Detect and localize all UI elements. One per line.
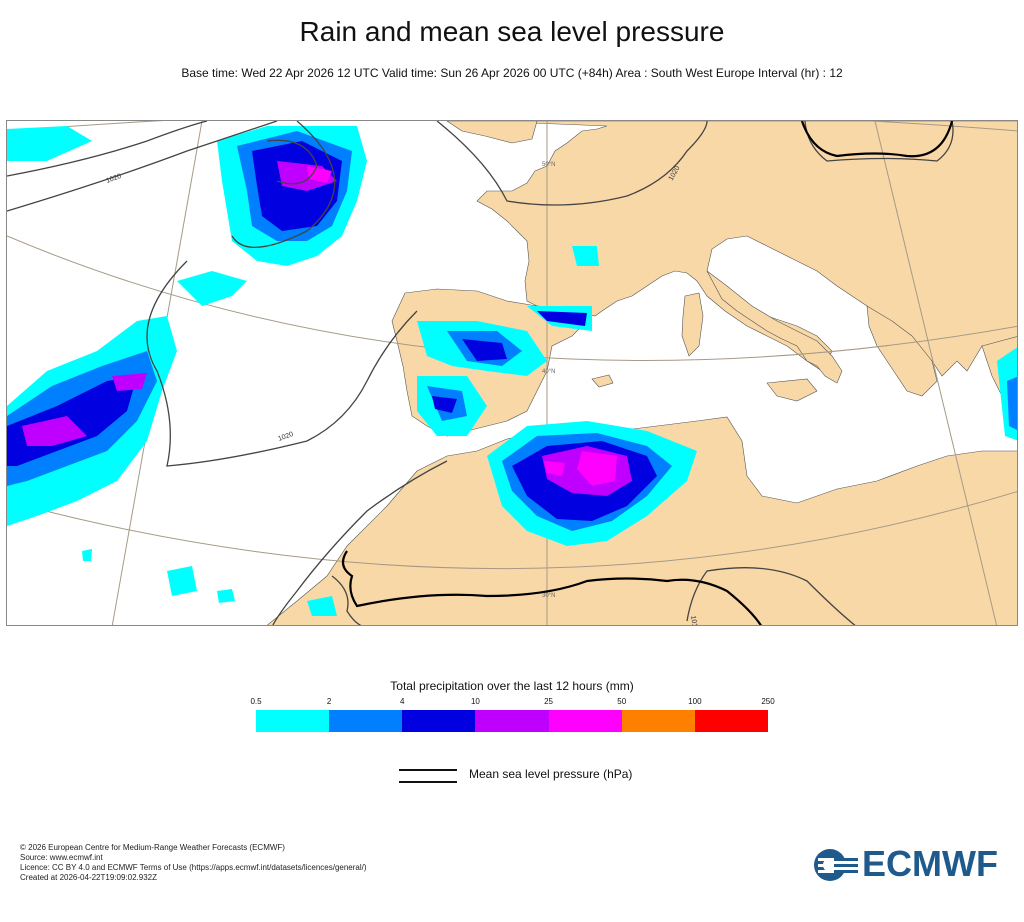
graticule-label-40n: 40°N [542, 369, 555, 375]
land-britain [446, 121, 538, 144]
footer-copyright: © 2026 European Centre for Medium-Range … [20, 843, 285, 852]
colorbar-swatch [256, 710, 330, 732]
colorbar-ticks: 0.5 2 4 10 25 50 100 250 [250, 697, 774, 709]
map-canvas: 50°N 40°N 30°N [7, 121, 1017, 626]
pressure-line-swatch [399, 769, 457, 783]
graticule-label-30n: 30°N [542, 593, 555, 599]
pressure-line-legend: Mean sea level pressure (hPa) [399, 766, 699, 786]
colorbar-tick: 100 [688, 697, 702, 706]
pressure-line-label: Mean sea level pressure (hPa) [469, 767, 633, 781]
map-subtitle: Base time: Wed 22 Apr 2026 12 UTC Valid … [181, 66, 843, 80]
isobar-label: 1020 [105, 173, 122, 185]
colorbar-tick: 25 [544, 697, 554, 706]
thick-boundary-layer [341, 121, 954, 625]
land-layer [266, 121, 1017, 625]
colorbar-tick: 4 [400, 697, 405, 706]
ecmwf-logo-mark-icon [814, 849, 858, 881]
graticule [7, 121, 1017, 625]
footer-created: Created at 2026-04-22T19:09:02.932Z [20, 873, 157, 882]
colorbar-swatch [402, 710, 476, 732]
footer-credits: © 2026 European Centre for Medium-Range … [20, 843, 367, 883]
legend-title: Total precipitation over the last 12 hou… [390, 679, 634, 693]
colorbar-tick: 250 [761, 697, 775, 706]
colorbar-swatch [475, 710, 549, 732]
map-title: Rain and mean sea level pressure [299, 16, 725, 47]
land-italy [706, 270, 843, 384]
isobar-label: 1010 [689, 615, 699, 626]
precipitation-colorbar [256, 710, 768, 732]
colorbar-tick: 0.5 [250, 697, 262, 706]
ecmwf-logo[interactable]: ECMWF [812, 843, 1012, 885]
graticule-label-50n: 50°N [542, 162, 555, 168]
isobar-layer [7, 121, 954, 625]
footer-source: Source: www.ecmwf.int [20, 853, 103, 862]
isobar-label: 1020 [277, 431, 294, 443]
footer-licence: Licence: CC BY 4.0 and ECMWF Terms of Us… [20, 863, 367, 872]
land-sardinia [681, 292, 704, 357]
colorbar-swatch [694, 710, 768, 732]
colorbar-swatch [548, 710, 622, 732]
land-sicily [766, 378, 818, 402]
colorbar-tick: 50 [617, 697, 627, 706]
land-greece [866, 305, 938, 397]
land-north-africa [266, 416, 1017, 625]
colorbar-swatch [621, 710, 695, 732]
colorbar-tick: 2 [326, 697, 332, 706]
colorbar-tick: 10 [470, 697, 480, 706]
ecmwf-logo-text: ECMWF [862, 843, 998, 884]
land-balearics [591, 374, 614, 388]
map-panel[interactable]: 50°N 40°N 30°N [6, 120, 1018, 626]
colorbar-swatch [329, 710, 403, 732]
